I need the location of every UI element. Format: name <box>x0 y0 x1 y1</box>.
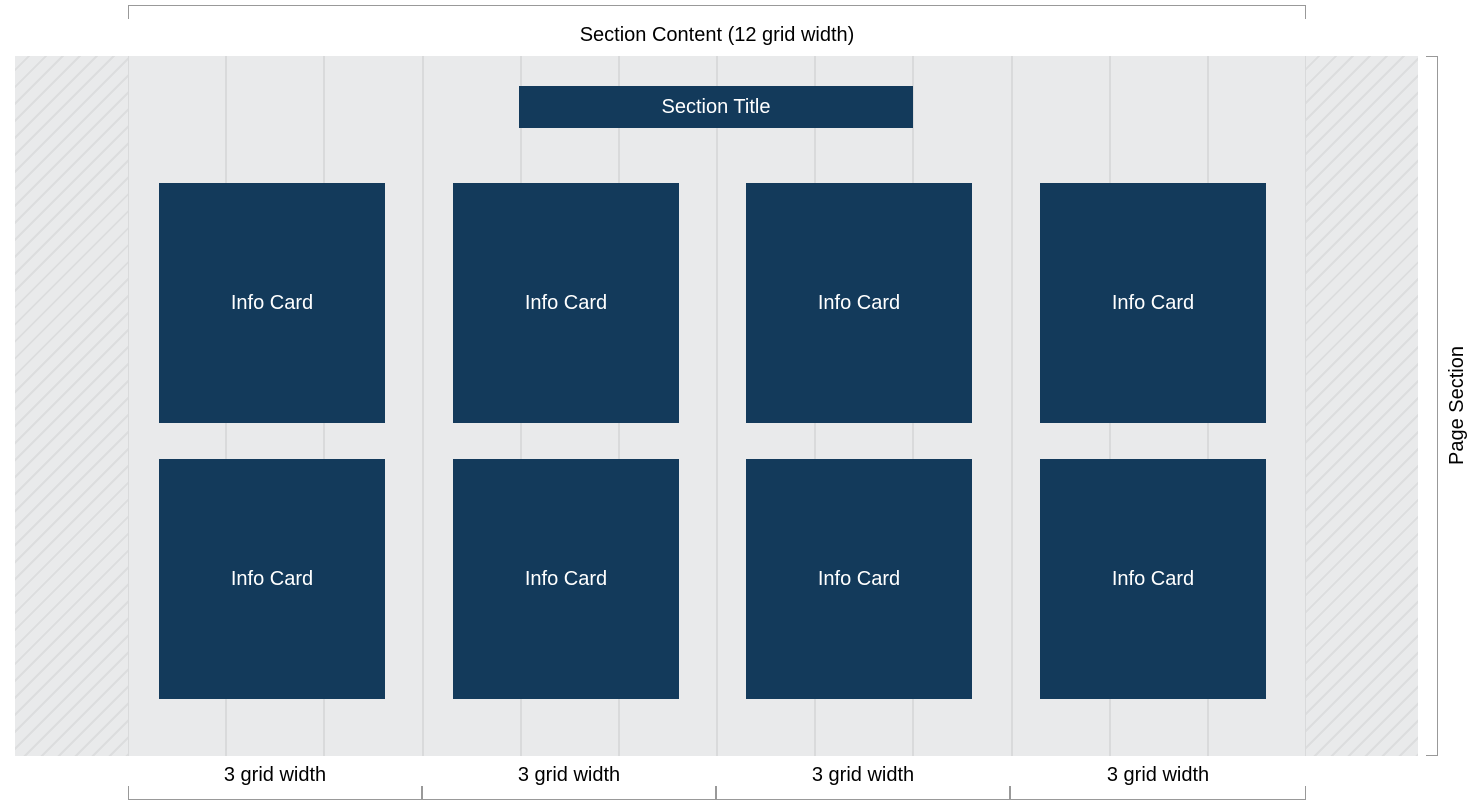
right-dimension-label: Page Section <box>1446 56 1467 756</box>
bottom-dimension-label: 3 grid width <box>422 764 716 787</box>
bottom-dimension-label: 3 grid width <box>1010 764 1306 787</box>
info-card: Info Card <box>453 459 679 699</box>
info-card-label: Info Card <box>525 568 607 591</box>
info-card-label: Info Card <box>1112 568 1194 591</box>
bottom-dimension-bracket <box>1010 786 1306 800</box>
info-card-label: Info Card <box>818 292 900 315</box>
info-card-label: Info Card <box>231 292 313 315</box>
info-card: Info Card <box>159 459 385 699</box>
info-card: Info Card <box>746 183 972 423</box>
gutter-left-hatched <box>15 56 128 756</box>
section-title-block: Section Title <box>519 86 913 128</box>
bottom-dimension-bracket <box>716 786 1010 800</box>
top-dimension-label: Section Content (12 grid width) <box>128 24 1306 47</box>
right-dimension-bracket <box>1426 56 1438 756</box>
info-card: Info Card <box>746 459 972 699</box>
section-title-text: Section Title <box>662 96 771 119</box>
info-card-label: Info Card <box>1112 292 1194 315</box>
info-card: Info Card <box>453 183 679 423</box>
info-card: Info Card <box>1040 183 1266 423</box>
top-dimension-bracket <box>128 5 1306 19</box>
info-card: Info Card <box>1040 459 1266 699</box>
bottom-dimension-label: 3 grid width <box>716 764 1010 787</box>
info-card-label: Info Card <box>818 568 900 591</box>
bottom-dimension-bracket <box>128 786 422 800</box>
info-card-label: Info Card <box>231 568 313 591</box>
gutter-right-hatched <box>1306 56 1418 756</box>
page-section: Section Title Info Card Info Card Info Car… <box>15 56 1418 756</box>
info-card-label: Info Card <box>525 292 607 315</box>
diagram-stage: Section Content (12 grid width) Page Sec… <box>0 0 1467 803</box>
bottom-dimension-label: 3 grid width <box>128 764 422 787</box>
info-card: Info Card <box>159 183 385 423</box>
bottom-dimension-bracket <box>422 786 716 800</box>
